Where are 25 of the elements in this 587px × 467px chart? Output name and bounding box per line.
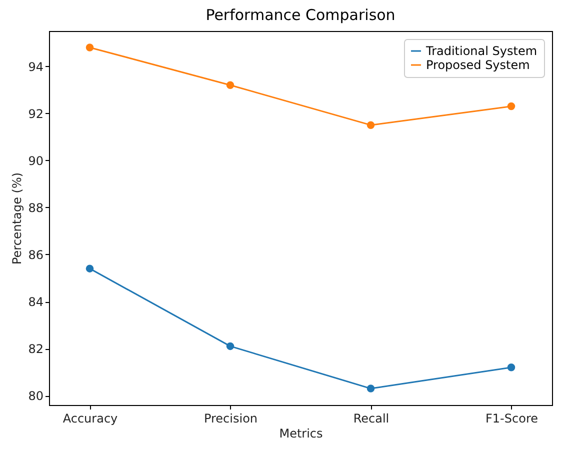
y-tick-label: 94 — [28, 60, 44, 74]
point — [86, 44, 94, 52]
point — [226, 342, 234, 350]
point — [366, 384, 375, 392]
point — [507, 364, 516, 372]
x-tick-label: Accuracy — [62, 412, 118, 426]
y-tick-label: 82 — [28, 342, 44, 356]
y-tick-label: 88 — [28, 200, 44, 215]
y-tick-label: 92 — [28, 106, 44, 121]
point — [366, 121, 375, 129]
point — [507, 102, 516, 110]
y-tick-label: 90 — [28, 154, 44, 168]
chart-title: Performance Comparison — [206, 6, 396, 24]
y-axis-title: Percentage (%) — [10, 172, 24, 265]
y-tick-label: 84 — [28, 295, 44, 310]
legend-label: Traditional System — [425, 44, 538, 58]
x-axis-title: Metrics — [279, 426, 323, 440]
x-tick-label: Precision — [204, 412, 258, 426]
legend-label: Proposed System — [426, 58, 530, 72]
x-tick-label: Recall — [353, 412, 390, 426]
point — [86, 264, 94, 272]
y-tick-label: 80 — [28, 389, 44, 404]
x-tick-label: F1-Score — [486, 412, 538, 426]
y-tick-label: 86 — [28, 248, 44, 262]
point — [226, 81, 234, 89]
